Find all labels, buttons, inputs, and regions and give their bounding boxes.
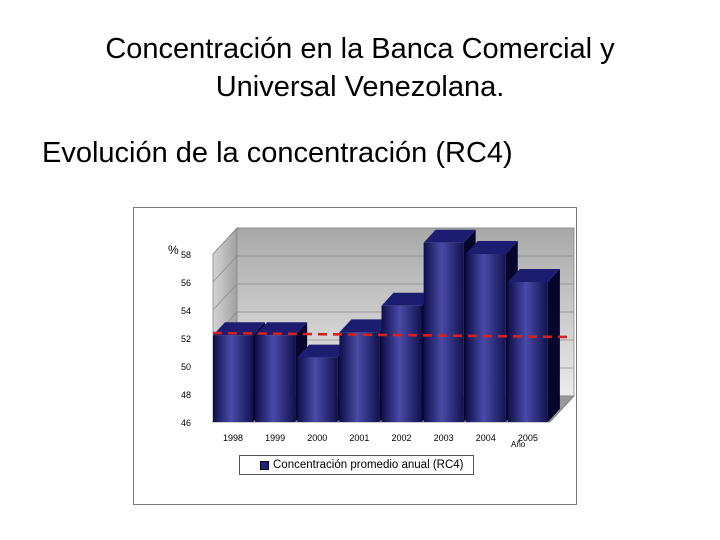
y-tick-label: 54: [181, 306, 191, 316]
bar-top: [213, 322, 266, 336]
x-tick-label: 2005: [518, 433, 538, 443]
slide-subtitle: Evolución de la concentración (RC4): [42, 137, 513, 169]
y-tick-label: 56: [181, 278, 191, 288]
gridline: [212, 227, 574, 255]
x-tick-label: 1998: [223, 433, 243, 443]
bar-top: [381, 292, 434, 306]
bar-top: [255, 322, 308, 336]
x-tick-label: 2004: [476, 433, 496, 443]
bar-front: [255, 335, 296, 422]
x-tick-label: 2001: [349, 433, 369, 443]
legend-swatch: [260, 460, 269, 470]
chart-legend: Concentración promedio anual (RC4): [239, 455, 474, 475]
bar-front: [339, 332, 380, 422]
y-tick-label: 50: [181, 362, 191, 372]
legend-label: Concentración promedio anual (RC4): [273, 459, 464, 471]
bar-top: [339, 319, 392, 333]
bar-top: [423, 229, 476, 243]
x-tick-label: 2002: [391, 433, 411, 443]
bar-front: [381, 305, 422, 422]
bar-top: [297, 344, 350, 358]
bar-front: [423, 242, 464, 422]
y-axis-label: %: [168, 243, 179, 257]
bar-side: [547, 269, 560, 422]
bar-front: [213, 335, 254, 422]
x-tick-label: 2000: [307, 433, 327, 443]
y-tick-label: 48: [181, 390, 191, 400]
slide-title: Concentración en la Banca Comercial y Un…: [60, 30, 660, 106]
bar-top: [507, 269, 560, 282]
y-tick-label: 52: [181, 334, 191, 344]
x-tick-label: 1999: [265, 433, 285, 443]
y-tick-label: 46: [181, 418, 191, 428]
bar: [297, 344, 350, 422]
slide-title-line-1: Concentración en la Banca Comercial y: [105, 33, 615, 65]
y-tick-label: 58: [181, 250, 191, 260]
bar-top: [465, 241, 518, 254]
x-tick-label: 2003: [434, 433, 454, 443]
bar-front: [297, 357, 338, 422]
slide-title-line-2: Universal Venezolana.: [215, 71, 505, 103]
bar-front: [465, 254, 506, 422]
x-axis-label: Año: [511, 440, 526, 449]
bar: [507, 269, 560, 422]
bar-front: [507, 282, 548, 422]
